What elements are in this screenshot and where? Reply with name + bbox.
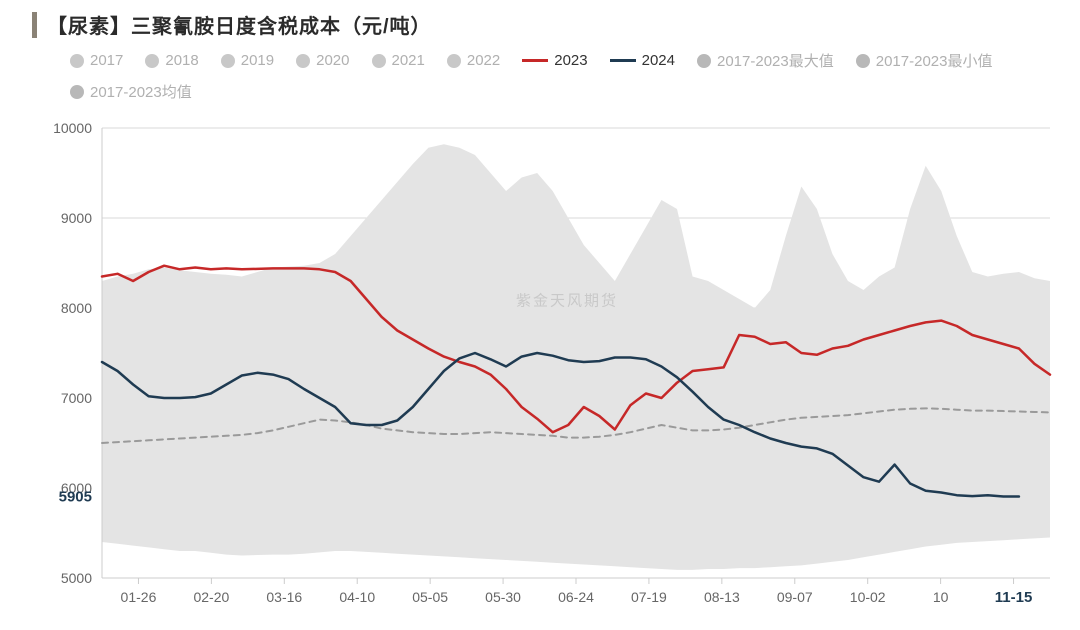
line-chart-svg: 50006000700080009000100005905紫金天风期货01-26… [32,118,1060,616]
legend-label: 2022 [467,52,500,69]
legend-label: 2024 [642,52,675,69]
legend-label: 2020 [316,52,349,69]
svg-text:5000: 5000 [61,570,92,586]
legend-swatch [522,59,548,62]
legend-swatch [70,54,84,68]
svg-text:8000: 8000 [61,300,92,316]
svg-text:07-19: 07-19 [631,589,667,605]
svg-text:10000: 10000 [53,120,92,136]
legend-swatch [145,54,159,68]
svg-text:04-10: 04-10 [339,589,375,605]
svg-text:5905: 5905 [59,489,92,506]
legend-item[interactable]: 2017-2023最大值 [697,50,834,71]
legend-swatch [372,54,386,68]
legend-item[interactable]: 2017 [70,50,123,71]
legend-swatch [296,54,310,68]
svg-text:01-26: 01-26 [121,589,157,605]
svg-text:08-13: 08-13 [704,589,740,605]
legend-swatch [70,85,84,99]
svg-text:7000: 7000 [61,390,92,406]
chart-title: 【尿素】三聚氰胺日度含税成本（元/吨） [47,10,432,39]
legend-label: 2023 [554,52,587,69]
legend-label: 2017-2023最小值 [876,50,993,71]
legend-item[interactable]: 2018 [145,50,198,71]
legend-item[interactable]: 2017-2023均值 [70,81,192,102]
legend-item[interactable]: 2022 [447,50,500,71]
legend-item[interactable]: 2019 [221,50,274,71]
chart-area: 50006000700080009000100005905紫金天风期货01-26… [32,118,1060,616]
legend-label: 2021 [392,52,425,69]
legend-swatch [221,54,235,68]
svg-text:05-30: 05-30 [485,589,521,605]
legend-label: 2017-2023均值 [90,81,192,102]
svg-text:紫金天风期货: 紫金天风期货 [516,292,618,309]
chart-title-bar: 【尿素】三聚氰胺日度含税成本（元/吨） [32,10,432,39]
legend-label: 2019 [241,52,274,69]
legend-swatch [610,59,636,62]
legend-swatch [697,54,711,68]
svg-text:03-16: 03-16 [266,589,302,605]
svg-text:10-02: 10-02 [850,589,886,605]
legend-item[interactable]: 2017-2023最小值 [856,50,993,71]
legend-item[interactable]: 2020 [296,50,349,71]
legend-item[interactable]: 2024 [610,50,675,71]
svg-text:05-05: 05-05 [412,589,448,605]
svg-text:9000: 9000 [61,210,92,226]
legend-label: 2017-2023最大值 [717,50,834,71]
legend-swatch [856,54,870,68]
legend-item[interactable]: 2023 [522,50,587,71]
svg-text:02-20: 02-20 [193,589,229,605]
svg-text:11-15: 11-15 [995,589,1033,606]
legend-label: 2017 [90,52,123,69]
legend-label: 2018 [165,52,198,69]
svg-text:10: 10 [933,589,949,605]
legend-item[interactable]: 2021 [372,50,425,71]
legend-swatch [447,54,461,68]
svg-text:06-24: 06-24 [558,589,594,605]
svg-text:09-07: 09-07 [777,589,813,605]
chart-legend: 2017 2018 2019 2020 2021 2022 2023 2024 2017-202… [70,50,1060,102]
